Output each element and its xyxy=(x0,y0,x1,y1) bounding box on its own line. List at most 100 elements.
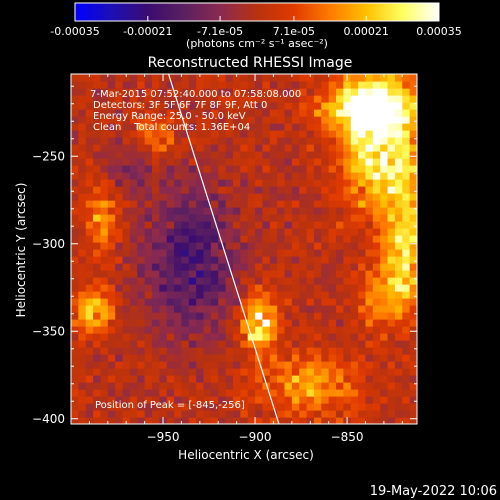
heatmap-cell xyxy=(129,74,138,82)
heatmap-cell xyxy=(269,165,278,173)
heatmap-cell xyxy=(262,270,271,278)
heatmap-cell xyxy=(409,214,417,222)
heatmap-cell xyxy=(107,95,116,103)
heatmap-cell xyxy=(299,389,308,397)
heatmap-cell xyxy=(188,354,197,362)
heatmap-cell xyxy=(380,389,389,397)
heatmap-cell xyxy=(255,312,263,320)
heatmap-cell xyxy=(144,179,153,187)
heatmap-cell xyxy=(394,319,403,327)
heatmap-cell xyxy=(255,284,263,292)
heatmap-cell xyxy=(350,81,359,89)
heatmap-cell xyxy=(291,130,300,138)
heatmap-cell xyxy=(262,179,271,187)
heatmap-cell xyxy=(174,165,183,173)
heatmap-cell xyxy=(299,340,308,348)
heatmap-cell xyxy=(203,214,212,222)
heatmap-cell xyxy=(247,291,256,299)
heatmap-cell xyxy=(137,263,146,271)
heatmap-cell xyxy=(394,200,403,208)
heatmap-cell xyxy=(100,221,109,229)
heatmap-cell xyxy=(166,312,175,320)
heatmap-cell xyxy=(372,284,381,292)
heatmap-cell xyxy=(402,417,411,424)
heatmap-cell xyxy=(387,137,396,145)
heatmap-cell xyxy=(100,151,109,159)
heatmap-cell xyxy=(100,270,109,278)
heatmap-cell xyxy=(321,123,330,131)
heatmap-cell xyxy=(336,354,344,362)
heatmap-cell xyxy=(100,88,109,96)
heatmap-cell xyxy=(277,389,286,397)
heatmap-cell xyxy=(151,228,160,236)
heatmap-cell xyxy=(358,291,367,299)
heatmap-cell xyxy=(71,417,79,424)
heatmap-cell xyxy=(306,298,315,306)
heatmap-cell xyxy=(291,361,300,369)
heatmap-cell xyxy=(218,368,227,376)
heatmap-cell xyxy=(328,95,337,103)
heatmap-cell xyxy=(336,95,344,103)
heatmap-cell xyxy=(225,326,234,334)
heatmap-cell xyxy=(343,389,352,397)
heatmap-cell xyxy=(196,207,205,215)
heatmap-cell xyxy=(203,263,212,271)
heatmap-cell xyxy=(277,368,286,376)
heatmap-cell xyxy=(225,396,234,404)
heatmap-cell xyxy=(225,389,234,397)
heatmap-cell xyxy=(402,382,411,390)
heatmap-cell xyxy=(210,340,219,348)
heatmap-cell xyxy=(129,291,138,299)
solar-limb-line xyxy=(167,74,280,424)
heatmap-cell xyxy=(372,242,381,250)
heatmap-cell xyxy=(100,375,109,383)
heatmap-cell xyxy=(151,123,160,131)
heatmap-cell xyxy=(188,235,197,243)
heatmap-cell xyxy=(137,375,146,383)
heatmap-cell xyxy=(78,403,87,411)
heatmap-cell xyxy=(115,109,124,117)
heatmap-cell xyxy=(196,277,205,285)
heatmap-cell xyxy=(277,284,286,292)
heatmap-cell xyxy=(372,333,381,341)
heatmap-cell xyxy=(409,102,417,110)
heatmap-cell xyxy=(277,137,286,145)
annotation-clean: Clean Total counts: 1.36E+04 xyxy=(93,122,250,133)
heatmap-cell xyxy=(255,179,263,187)
heatmap-cell xyxy=(350,179,359,187)
heatmap-cell xyxy=(107,263,116,271)
heatmap-cell xyxy=(409,207,417,215)
heatmap-cell xyxy=(225,319,234,327)
heatmap-cell xyxy=(365,151,374,159)
heatmap-cell xyxy=(78,242,87,250)
heatmap-cell xyxy=(291,116,300,124)
heatmap-cell xyxy=(306,137,315,145)
heatmap-cell xyxy=(181,249,190,257)
heatmap-cell xyxy=(394,382,403,390)
heatmap-cell xyxy=(247,382,256,390)
heatmap-cell xyxy=(365,88,374,96)
heatmap-cell xyxy=(159,200,168,208)
heatmap-cell xyxy=(129,305,138,313)
x-tick-label: −850 xyxy=(331,430,364,444)
heatmap-cell xyxy=(306,326,315,334)
heatmap-cell xyxy=(100,235,109,243)
heatmap-cell xyxy=(115,116,124,124)
heatmap-cell xyxy=(284,389,293,397)
heatmap-cell xyxy=(100,347,109,355)
heatmap-cell xyxy=(299,214,308,222)
heatmap-cell xyxy=(144,74,153,82)
heatmap-cell xyxy=(387,305,396,313)
heatmap-cell xyxy=(402,249,411,257)
heatmap-cell xyxy=(269,200,278,208)
heatmap-cell xyxy=(137,284,146,292)
heatmap-cell xyxy=(269,81,278,89)
heatmap-cell xyxy=(196,249,205,257)
heatmap-cell xyxy=(365,319,374,327)
heatmap-cell xyxy=(358,74,367,82)
heatmap-cell xyxy=(358,207,367,215)
heatmap-cell xyxy=(115,158,124,166)
heatmap-cell xyxy=(151,284,160,292)
heatmap-cell xyxy=(174,123,183,131)
heatmap-cell xyxy=(93,347,102,355)
